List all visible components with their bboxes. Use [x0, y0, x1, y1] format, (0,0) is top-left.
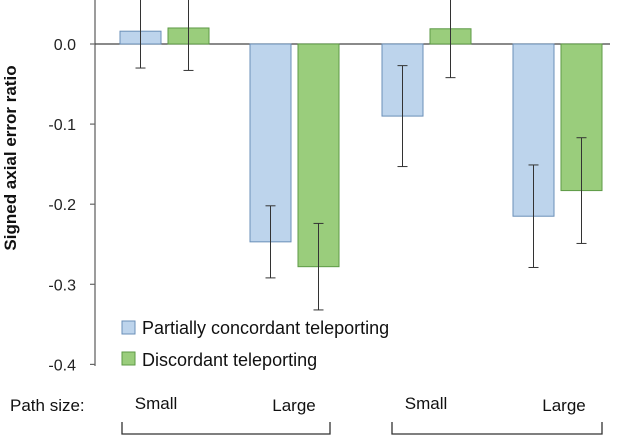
error-bar: [183, 0, 194, 71]
legend-label-discordant: Discordant teleporting: [142, 350, 317, 370]
error-bar: [135, 0, 146, 69]
legend-swatch-discordant: [121, 351, 136, 366]
path-size-label: Path size:: [10, 396, 85, 415]
group-bracket-left: [121, 422, 331, 435]
legend: Partially concordant teleporting Discord…: [121, 318, 389, 370]
category-label-large: Large: [542, 396, 585, 415]
y-ticks: 0.0 -0.1 -0.2 -0.3 -0.4: [48, 37, 95, 374]
legend-swatch-partially-concordant: [121, 320, 136, 335]
y-tick-label: -0.3: [48, 277, 76, 294]
legend-label-partially-concordant: Partially concordant teleporting: [142, 318, 389, 338]
y-tick-label: -0.1: [48, 117, 76, 134]
category-label-large: Large: [272, 396, 315, 415]
error-bar: [528, 164, 539, 268]
category-label-small: Small: [405, 394, 448, 413]
y-axis-title: Signed axial error ratio: [1, 65, 20, 250]
y-tick-label: -0.2: [48, 197, 76, 214]
error-bar: [397, 65, 408, 168]
error-bar: [576, 137, 587, 244]
y-tick-label: 0.0: [54, 37, 76, 54]
y-axis: 0.0 -0.1 -0.2 -0.3 -0.4: [48, 0, 96, 374]
category-labels: Small Large Small Large: [135, 394, 586, 415]
group-bracket-right: [391, 422, 603, 435]
bars: [119, 27, 603, 268]
error-bar: [445, 0, 456, 79]
category-label-small: Small: [135, 394, 178, 413]
group-brackets: [121, 422, 603, 435]
error-bar: [265, 205, 276, 279]
error-bars: [135, 0, 587, 311]
error-bar: [313, 222, 324, 311]
y-tick-label: -0.4: [48, 357, 76, 374]
